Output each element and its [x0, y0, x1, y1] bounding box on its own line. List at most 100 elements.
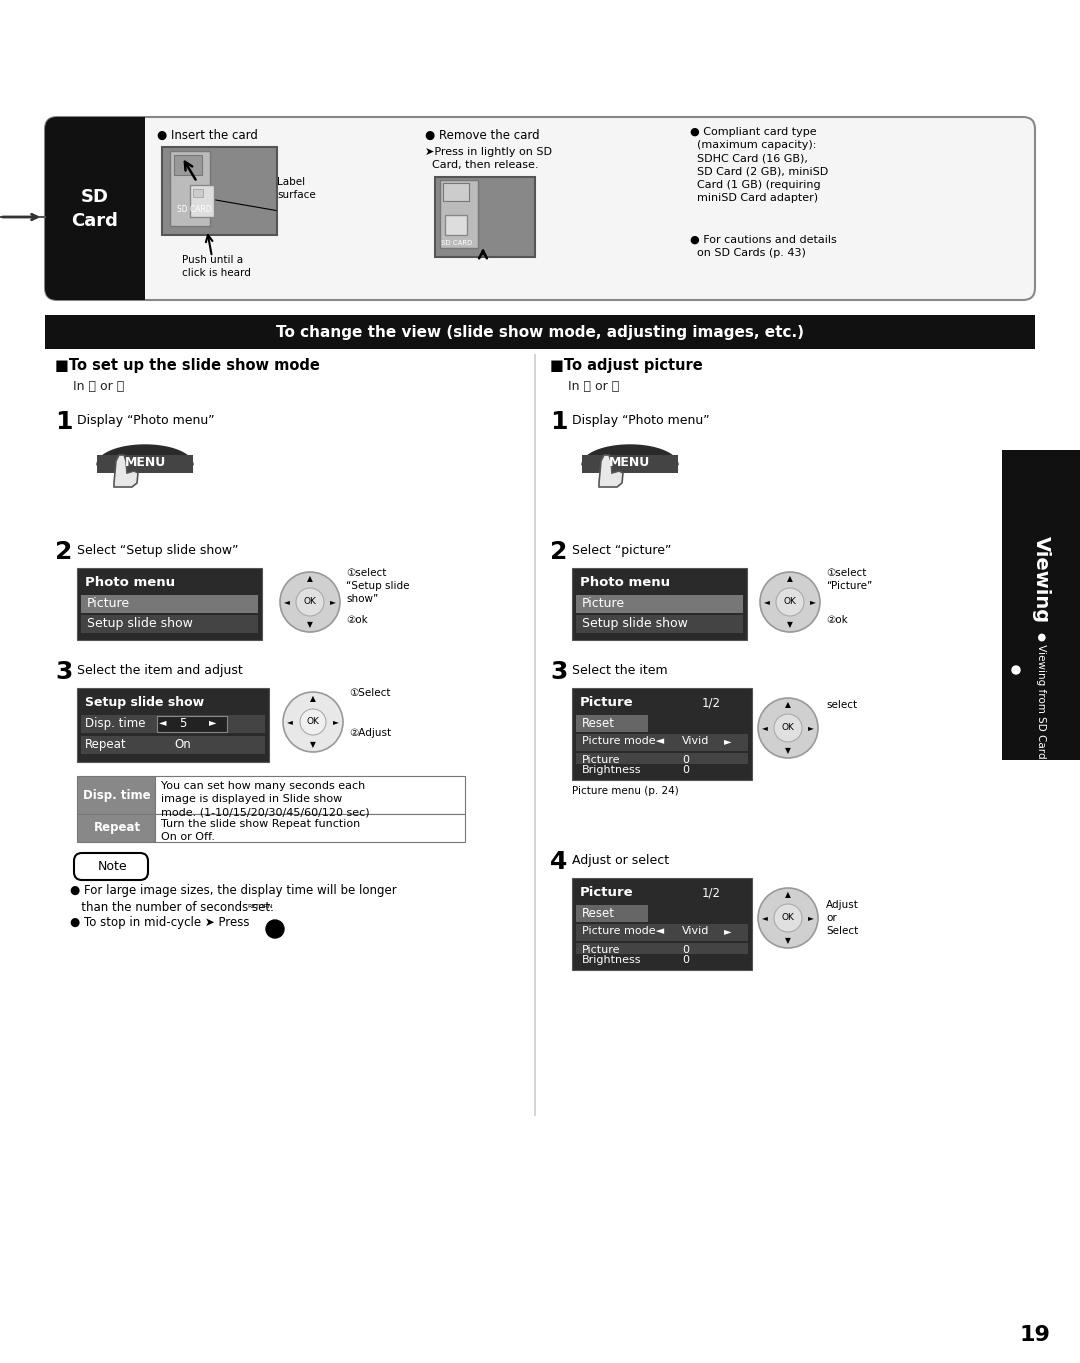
Bar [445, 215, 467, 234]
Text: 4: 4 [550, 851, 567, 874]
Bar [157, 716, 227, 732]
Bar [81, 716, 265, 733]
Text: Disp. time: Disp. time [83, 789, 151, 801]
Bar [97, 455, 193, 473]
Polygon shape [599, 455, 623, 487]
Text: ②ok: ②ok [826, 615, 848, 626]
Text: ▼: ▼ [307, 620, 313, 630]
Text: ►: ► [724, 736, 731, 746]
Text: OK: OK [303, 597, 316, 607]
Text: Brightness: Brightness [582, 955, 642, 965]
Text: Photo menu: Photo menu [580, 577, 670, 589]
Text: Push until a
click is heard: Push until a click is heard [183, 255, 251, 278]
Text: ● Viewing from SD Card: ● Viewing from SD Card [1036, 631, 1047, 758]
Text: Select “Setup slide show”: Select “Setup slide show” [77, 544, 239, 557]
Circle shape [760, 572, 820, 632]
Bar [576, 765, 748, 776]
Text: 1/2: 1/2 [702, 886, 721, 900]
Text: ▼: ▼ [310, 740, 316, 750]
Text: ►: ► [210, 717, 216, 726]
Bar [572, 568, 747, 641]
Text: Repeat: Repeat [85, 737, 126, 751]
Circle shape [266, 920, 284, 938]
Text: Adjust
or
Select: Adjust or Select [826, 900, 859, 936]
Bar [77, 568, 262, 641]
Text: ➤Press in lightly on SD
  Card, then release.: ➤Press in lightly on SD Card, then relea… [426, 147, 552, 170]
Bar [81, 736, 265, 754]
Text: 2: 2 [55, 540, 72, 564]
Text: ①select
“Setup slide
show”: ①select “Setup slide show” [346, 568, 409, 604]
Text: Setup slide show: Setup slide show [87, 617, 193, 630]
Text: ● For cautions and details
  on SD Cards (p. 43): ● For cautions and details on SD Cards (… [690, 234, 837, 258]
Text: ◄: ◄ [287, 717, 293, 726]
Text: OK: OK [307, 717, 320, 726]
Text: Picture: Picture [582, 597, 625, 611]
Text: ▲: ▲ [787, 574, 793, 583]
Text: ▲: ▲ [307, 574, 313, 583]
Bar [576, 735, 748, 751]
Text: You can set how many seconds each
image is displayed in Slide show
mode. (1-10/1: You can set how many seconds each image … [161, 781, 369, 818]
Bar [440, 180, 478, 248]
Text: In Ⓐ or Ⓑ: In Ⓐ or Ⓑ [73, 380, 124, 393]
Bar [156, 814, 465, 842]
Text: ■To adjust picture: ■To adjust picture [550, 358, 703, 373]
Bar [576, 752, 748, 769]
Text: ▲: ▲ [310, 695, 316, 703]
Text: ►: ► [724, 925, 731, 936]
Bar [190, 185, 214, 217]
Text: ◄: ◄ [762, 913, 768, 923]
Text: Disp. time: Disp. time [85, 717, 146, 731]
Polygon shape [114, 455, 138, 487]
Circle shape [296, 587, 324, 616]
Text: 19: 19 [1020, 1325, 1051, 1345]
Text: Picture menu (p. 24): Picture menu (p. 24) [572, 786, 678, 796]
Text: Select the item: Select the item [572, 664, 667, 677]
Text: Viewing: Viewing [1031, 537, 1051, 623]
Text: 0: 0 [681, 945, 689, 955]
Text: ▼: ▼ [787, 620, 793, 630]
Text: Vivid: Vivid [681, 925, 710, 936]
FancyBboxPatch shape [45, 117, 1035, 300]
Bar [576, 924, 748, 940]
Bar [81, 615, 258, 632]
Text: To change the view (slide show mode, adjusting images, etc.): To change the view (slide show mode, adj… [276, 324, 804, 339]
Text: RETURN: RETURN [247, 904, 272, 909]
Text: SD CARD: SD CARD [441, 240, 472, 245]
Text: Display “Photo menu”: Display “Photo menu” [572, 414, 710, 427]
Text: Display “Photo menu”: Display “Photo menu” [77, 414, 215, 427]
Circle shape [777, 587, 804, 616]
Circle shape [758, 889, 818, 949]
Bar [572, 688, 752, 780]
Text: SD CARD: SD CARD [177, 204, 212, 214]
Text: In Ⓐ or Ⓑ: In Ⓐ or Ⓑ [568, 380, 619, 393]
Text: ①Select: ①Select [349, 688, 391, 698]
Text: 1: 1 [550, 410, 567, 433]
Circle shape [300, 709, 326, 735]
Circle shape [774, 904, 802, 932]
Text: 0: 0 [681, 765, 689, 776]
Text: 0: 0 [681, 755, 689, 765]
Bar [170, 151, 210, 226]
Text: ◄: ◄ [159, 717, 166, 726]
Text: 1: 1 [55, 410, 72, 433]
Text: Setup slide show: Setup slide show [85, 696, 204, 709]
Text: Picture: Picture [582, 945, 621, 955]
Text: 1/2: 1/2 [702, 696, 721, 709]
Text: ►: ► [808, 913, 814, 923]
Text: Picture: Picture [87, 597, 130, 611]
Text: 0: 0 [681, 955, 689, 965]
Text: MENU: MENU [124, 457, 165, 469]
Text: On: On [175, 737, 191, 751]
Bar [77, 688, 269, 762]
Text: OK: OK [784, 597, 796, 607]
Bar [576, 615, 743, 632]
Text: Reset: Reset [582, 717, 615, 731]
Text: OK: OK [782, 913, 795, 923]
Text: ◄: ◄ [284, 597, 289, 607]
Text: ②ok: ②ok [346, 615, 368, 626]
Bar [576, 954, 748, 966]
Circle shape [774, 714, 802, 741]
Text: ● Insert the card: ● Insert the card [157, 129, 258, 142]
Text: Select the item and adjust: Select the item and adjust [77, 664, 243, 677]
Bar [77, 776, 156, 814]
